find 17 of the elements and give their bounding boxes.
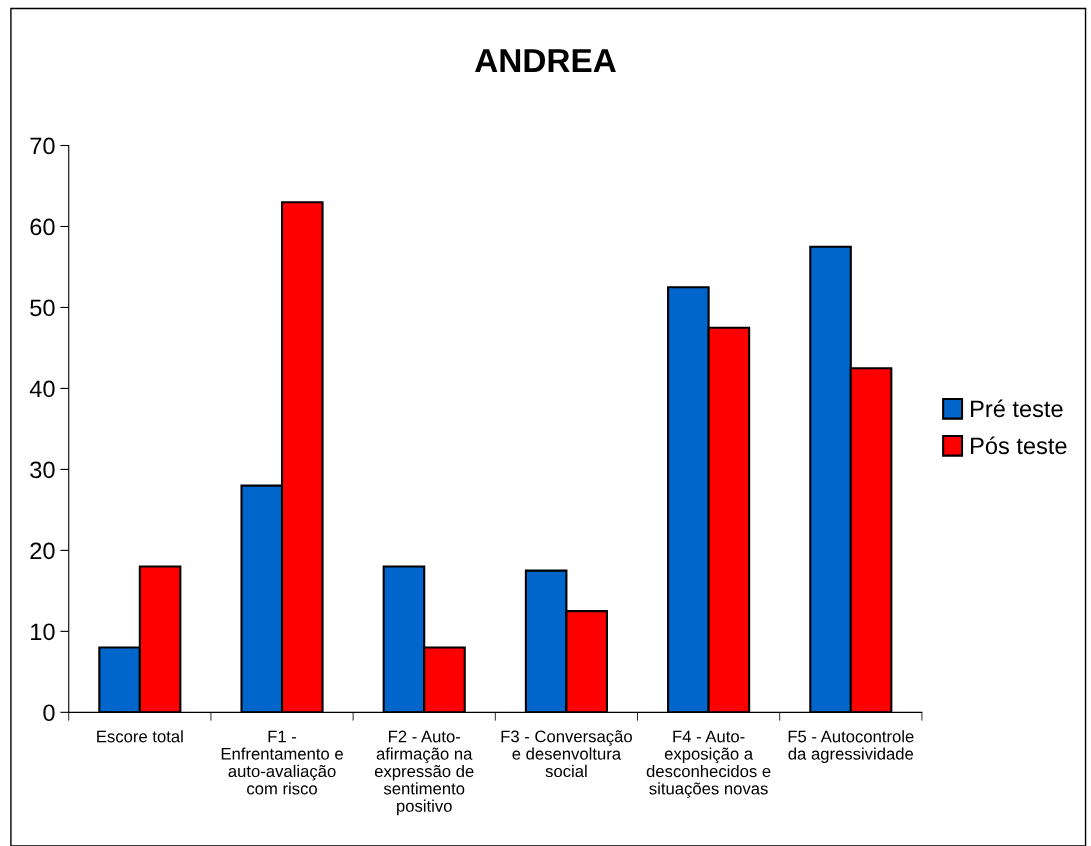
chart-title: ANDREA bbox=[475, 49, 616, 73]
y-tick-label: 10 bbox=[31, 623, 55, 641]
x-tick-label: F1 - Enfrentamento e auto-avaliação com risco bbox=[221, 730, 343, 795]
x-tick-label: F3 - Conversação e desenvoltura social bbox=[501, 730, 632, 778]
y-tick-label: 50 bbox=[30, 299, 55, 317]
x-tick-label: F2 - Auto-afirmação na expressão de sentimento positivo bbox=[374, 730, 474, 816]
x-tick-label: F5 - Autocontrole da agressividade bbox=[788, 730, 914, 764]
y-tick-label: 60 bbox=[30, 218, 55, 236]
y-tick-label: 40 bbox=[29, 380, 55, 398]
y-tick-label: 70 bbox=[30, 137, 55, 155]
x-tick-label: Escore total bbox=[97, 730, 183, 743]
y-tick-label: 20 bbox=[30, 542, 55, 560]
legend-label: Pós teste bbox=[971, 436, 1067, 455]
y-tick-label: 30 bbox=[30, 461, 55, 479]
x-tick-label: F4 - Auto-exposição a desconhecidos e situações novas bbox=[646, 730, 771, 798]
y-tick-label: 0 bbox=[43, 704, 55, 722]
legend-label: Pré teste bbox=[971, 399, 1063, 418]
